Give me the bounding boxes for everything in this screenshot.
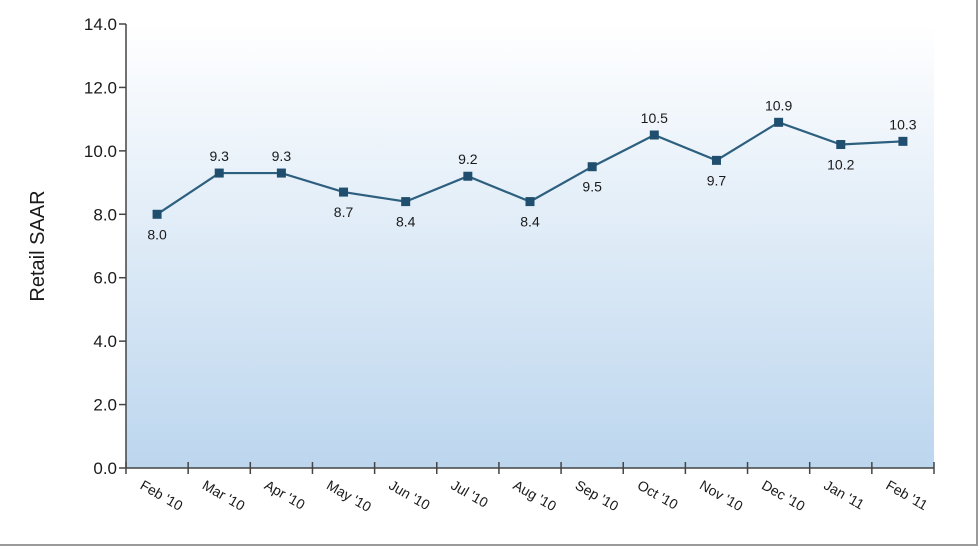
y-tick-label: 12.0 (84, 78, 117, 97)
x-tick-label: Feb '10 (138, 477, 186, 514)
y-tick-label: 14.0 (84, 15, 117, 34)
x-tick-label: Oct '10 (635, 477, 681, 513)
data-label: 10.3 (889, 116, 916, 132)
y-axis: 0.0 2.0 4.0 6.0 8.0 10.0 12.0 14.0 (84, 15, 127, 478)
data-label: 8.0 (147, 226, 167, 242)
data-point-marker (711, 155, 721, 165)
data-point-marker (214, 168, 224, 178)
y-tick-label: 8.0 (93, 205, 117, 224)
x-tick-label: Feb '11 (883, 477, 930, 514)
x-tick-label: Nov '10 (697, 477, 746, 514)
y-axis-title: Retail SAAR (27, 190, 49, 301)
data-markers (152, 117, 908, 219)
x-tick-label: Jun '10 (386, 477, 433, 513)
data-point-marker (152, 209, 162, 219)
x-tick-label: Jul '10 (448, 477, 491, 511)
data-point-marker (463, 171, 473, 181)
data-label: 9.5 (582, 179, 602, 195)
data-point-marker (401, 197, 411, 207)
x-tick-label: Jan '11 (821, 477, 867, 513)
data-label: 8.4 (520, 214, 540, 230)
data-point-marker (587, 162, 597, 172)
data-label: 9.3 (272, 148, 292, 164)
y-tick-label: 0.0 (93, 459, 117, 478)
y-tick-label: 2.0 (93, 396, 117, 415)
data-label: 9.7 (707, 172, 727, 188)
data-label: 9.3 (209, 148, 229, 164)
y-tick-label: 10.0 (84, 142, 117, 161)
data-point-marker (339, 187, 349, 197)
x-tick-label: Apr '10 (262, 477, 308, 513)
data-label: 10.9 (765, 97, 792, 113)
data-labels: 8.0 9.3 9.3 8.7 8.4 9.2 8.4 9.5 10.5 9.7 10.9 10.2 1… (147, 97, 916, 242)
y-tick-label: 4.0 (93, 332, 117, 351)
data-point-marker (898, 136, 908, 146)
x-tick-label: May '10 (324, 477, 374, 515)
data-point-marker (276, 168, 286, 178)
data-point-marker (649, 130, 659, 140)
x-tick-label: Sep '10 (573, 477, 622, 514)
plot-area (126, 24, 934, 468)
data-label: 8.4 (396, 214, 416, 230)
data-point-marker (836, 140, 846, 150)
data-point-marker (525, 197, 535, 207)
y-tick-label: 6.0 (93, 269, 117, 288)
data-label: 9.2 (458, 151, 478, 167)
data-label: 8.7 (334, 204, 354, 220)
x-tick-label: Aug '10 (511, 477, 560, 514)
x-tick-label: Mar '10 (200, 477, 248, 514)
x-axis: Feb '10 Mar '10 Apr '10 May '10 Jun '10 Jul '… (125, 462, 935, 515)
data-label: 10.5 (641, 110, 668, 126)
data-point-marker (774, 117, 784, 127)
x-tick-label: Dec '10 (759, 477, 808, 514)
data-label: 10.2 (827, 157, 854, 173)
